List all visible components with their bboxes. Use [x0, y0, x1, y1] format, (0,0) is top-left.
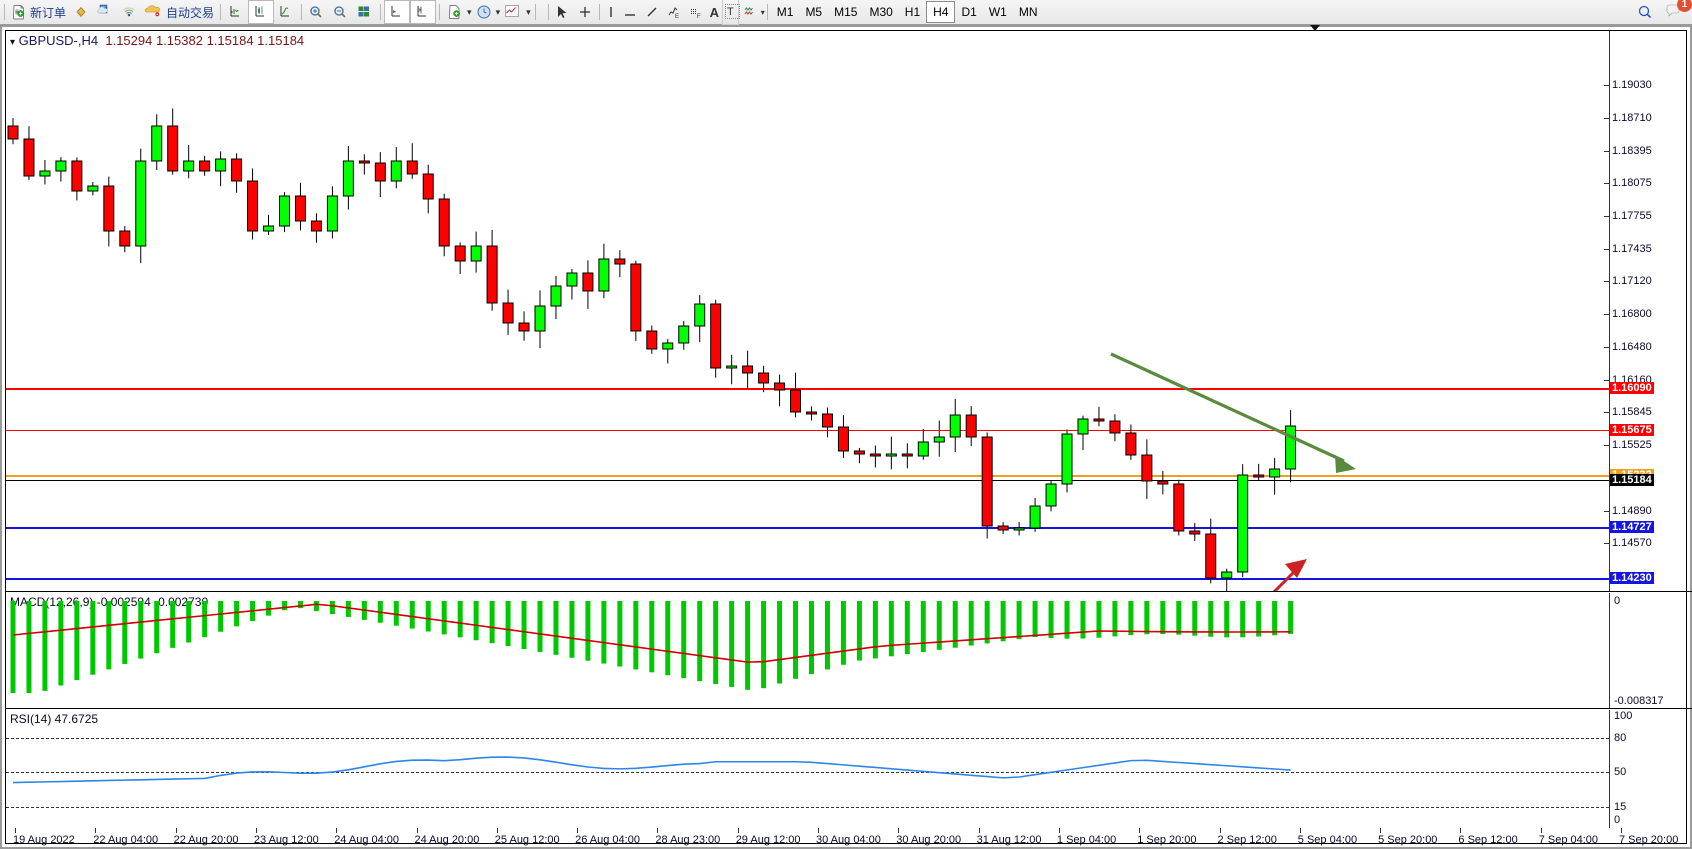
svg-text:F: F: [697, 14, 701, 20]
svg-text:E: E: [675, 14, 679, 20]
